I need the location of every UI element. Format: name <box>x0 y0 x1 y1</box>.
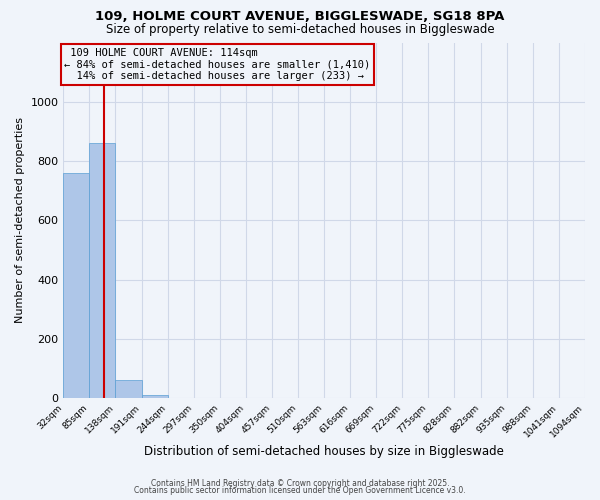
Bar <box>64 173 89 398</box>
Bar <box>115 380 142 398</box>
X-axis label: Distribution of semi-detached houses by size in Biggleswade: Distribution of semi-detached houses by … <box>144 444 504 458</box>
Text: Contains public sector information licensed under the Open Government Licence v3: Contains public sector information licen… <box>134 486 466 495</box>
Text: Size of property relative to semi-detached houses in Biggleswade: Size of property relative to semi-detach… <box>106 22 494 36</box>
Y-axis label: Number of semi-detached properties: Number of semi-detached properties <box>15 118 25 324</box>
Text: Contains HM Land Registry data © Crown copyright and database right 2025.: Contains HM Land Registry data © Crown c… <box>151 478 449 488</box>
Text: 109 HOLME COURT AVENUE: 114sqm
← 84% of semi-detached houses are smaller (1,410): 109 HOLME COURT AVENUE: 114sqm ← 84% of … <box>64 48 371 81</box>
Bar <box>142 395 167 398</box>
Text: 109, HOLME COURT AVENUE, BIGGLESWADE, SG18 8PA: 109, HOLME COURT AVENUE, BIGGLESWADE, SG… <box>95 10 505 23</box>
Bar <box>89 143 115 398</box>
